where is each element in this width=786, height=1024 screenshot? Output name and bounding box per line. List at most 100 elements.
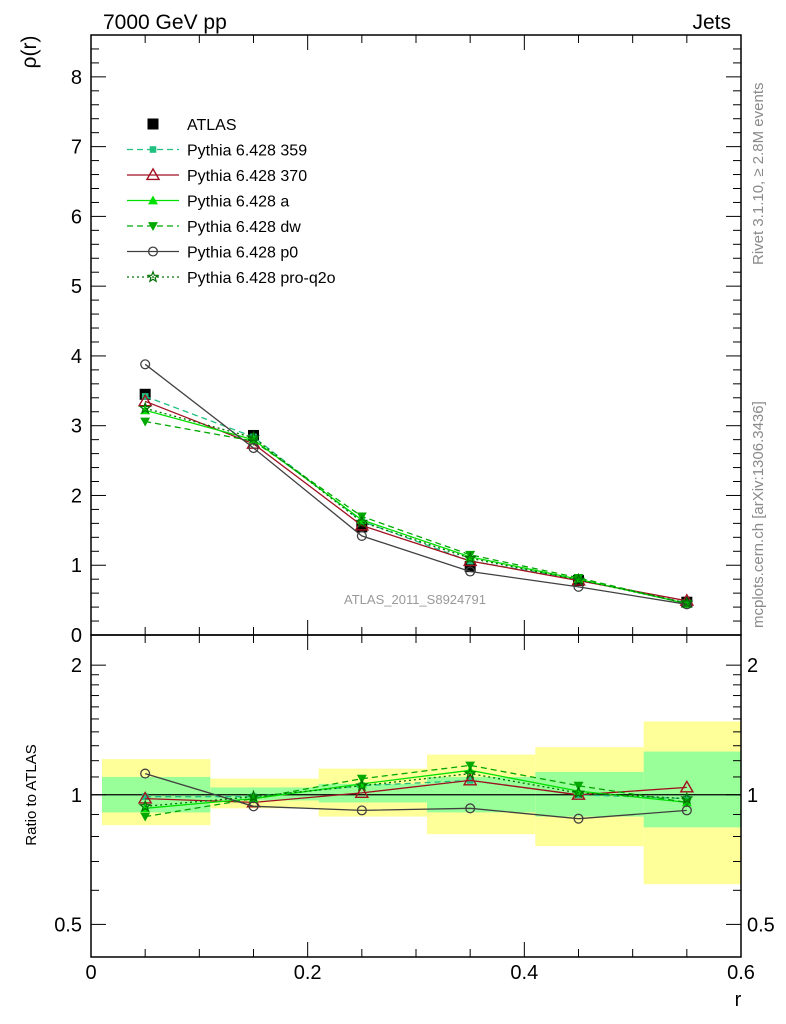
- data-point: [246, 430, 261, 444]
- ratio-ytick-label-left: 0.5: [54, 914, 82, 936]
- legend-entry: Pythia 6.428 dw: [127, 219, 301, 236]
- data-point: [681, 599, 692, 610]
- legend-marker: [146, 270, 160, 283]
- main-y-axis-label: ρ(r): [18, 36, 41, 69]
- data-point: [571, 573, 586, 586]
- header-left-title: 7000 GeV pp: [103, 11, 227, 34]
- ratio-data-point: [354, 785, 370, 799]
- series-pythia-6-428-p0: [140, 359, 692, 610]
- data-point: [681, 599, 692, 609]
- series-line: [145, 409, 687, 605]
- main-ytick-label: 8: [71, 67, 82, 89]
- main-ytick-label: 5: [71, 276, 82, 298]
- legend: ATLAS Pythia 6.428 359 Pythia 6.428 370 Pyt…: [127, 117, 336, 287]
- ratio-data-point: [573, 813, 584, 824]
- ratio-data-point: [465, 761, 476, 771]
- x-tick-label: 0: [85, 962, 96, 984]
- x-tick-label: 0.6: [727, 962, 755, 984]
- ratio-data-point: [140, 768, 151, 779]
- legend-marker: [149, 146, 157, 153]
- legend-label: ATLAS: [187, 117, 237, 134]
- ratio-data-point: [246, 789, 261, 803]
- data-point: [356, 530, 367, 541]
- data-point: [355, 515, 369, 528]
- main-ytick-label: 4: [71, 346, 82, 368]
- ratio-data-point: [138, 799, 152, 813]
- ratio-data-point: [356, 805, 367, 816]
- data-point: [465, 566, 476, 577]
- legend-label: Pythia 6.428 359: [187, 143, 307, 160]
- legend-entry: Pythia 6.428 p0: [127, 245, 298, 262]
- legend-label: Pythia 6.428 p0: [187, 245, 298, 262]
- ratio-uncertainty-bands: [102, 721, 741, 885]
- legend-marker: [148, 222, 158, 231]
- ratio-series-pythia-6-428-p0: [140, 768, 692, 824]
- data-point: [248, 442, 259, 454]
- series-line: [144, 400, 687, 602]
- main-ytick-label: 1: [71, 555, 82, 577]
- series-pythia-6-428-pro-q2o: [138, 401, 694, 609]
- x-axis-label: r: [735, 989, 742, 1011]
- main-axes: 0 1 2 3 4 5 6 7 8: [71, 34, 742, 647]
- x-tick-label: 0.2: [294, 962, 322, 984]
- main-ytick-label: 7: [71, 137, 82, 159]
- legend-label: Pythia 6.428 a: [187, 194, 289, 211]
- analysis-label: ATLAS_2011_S8924791: [344, 592, 486, 607]
- ratio-data-point: [137, 791, 153, 804]
- data-point: [463, 551, 477, 564]
- main-ytick-label: 2: [71, 485, 82, 507]
- ratio-ytick-label-left: 2: [71, 655, 82, 677]
- header-right-title: Jets: [692, 11, 731, 34]
- legend-marker: [145, 167, 161, 181]
- main-panel: 0 1 2 3 4 5 6 7 8 ATLAS Pythia 6.428 359 Pythia 6.…: [18, 34, 742, 647]
- main-ytick-label: 6: [71, 206, 82, 228]
- x-tick-label: 0.4: [510, 962, 538, 984]
- legend-entry: Pythia 6.428 359: [127, 143, 307, 160]
- legend-entry: Pythia 6.428 pro-q2o: [127, 270, 336, 287]
- ratio-data-point: [462, 772, 478, 786]
- series-pythia-6-428-dw: [140, 417, 692, 609]
- series-pythia-6-428-370: [137, 393, 695, 606]
- ratio-data-point: [141, 793, 149, 800]
- data-point: [140, 359, 151, 370]
- ratio-ytick-label-right: 0.5: [747, 914, 775, 936]
- main-ytick-label: 0: [71, 625, 82, 647]
- ratio-data-point: [463, 766, 477, 780]
- ratio-data-point: [571, 786, 586, 799]
- legend-entry: Pythia 6.428 370: [127, 167, 307, 185]
- ratio-data-point: [680, 791, 694, 805]
- series-line: [144, 363, 687, 605]
- legend-entry: Pythia 6.428 a: [127, 194, 289, 211]
- legend-label: Pythia 6.428 dw: [187, 219, 301, 236]
- legend-entry: ATLAS: [147, 117, 237, 134]
- ratio-ytick-label-right: 1: [747, 785, 758, 807]
- legend-marker: [148, 195, 158, 205]
- series-atlas: [139, 388, 693, 608]
- data-point: [680, 596, 694, 609]
- series-pythia-6-428-a: [140, 405, 692, 608]
- series-line: [145, 420, 687, 605]
- ratio-axes: 0.5 0.5 1 1 2 2 0 0.2 0.4 0.6: [54, 634, 775, 984]
- ratio-series-line: [145, 772, 687, 807]
- legend-marker: [147, 118, 159, 130]
- ratio-y-axis-label: Ratio to ATLAS: [23, 744, 40, 845]
- ratio-panel: 0.5 0.5 1 1 2 2 0 0.2 0.4 0.6 Ratio to ATLAS r: [23, 634, 775, 1011]
- ratio-data-point: [248, 801, 259, 812]
- main-series-group: [137, 359, 695, 610]
- legend-label: Pythia 6.428 370: [187, 168, 307, 185]
- ratio-data-point: [140, 812, 151, 822]
- ratio-series-pythia-6-428-pro-q2o: [138, 766, 694, 813]
- series-line: [145, 407, 687, 604]
- ratio-series-line: [145, 772, 687, 820]
- series-line: [144, 395, 687, 604]
- ratio-data-point: [681, 805, 692, 816]
- mcplots-credit-text: mcplots.cern.ch [arXiv:1306.3436]: [750, 401, 767, 628]
- ratio-ytick-label-right: 2: [747, 655, 758, 677]
- data-point: [356, 521, 368, 533]
- legend-marker: [147, 246, 159, 257]
- data-point: [465, 550, 476, 560]
- ratio-series-line: [145, 779, 687, 800]
- ratio-data-point: [355, 778, 369, 792]
- rivet-version-text: Rivet 3.1.10, ≥ 2.8M events: [750, 83, 767, 266]
